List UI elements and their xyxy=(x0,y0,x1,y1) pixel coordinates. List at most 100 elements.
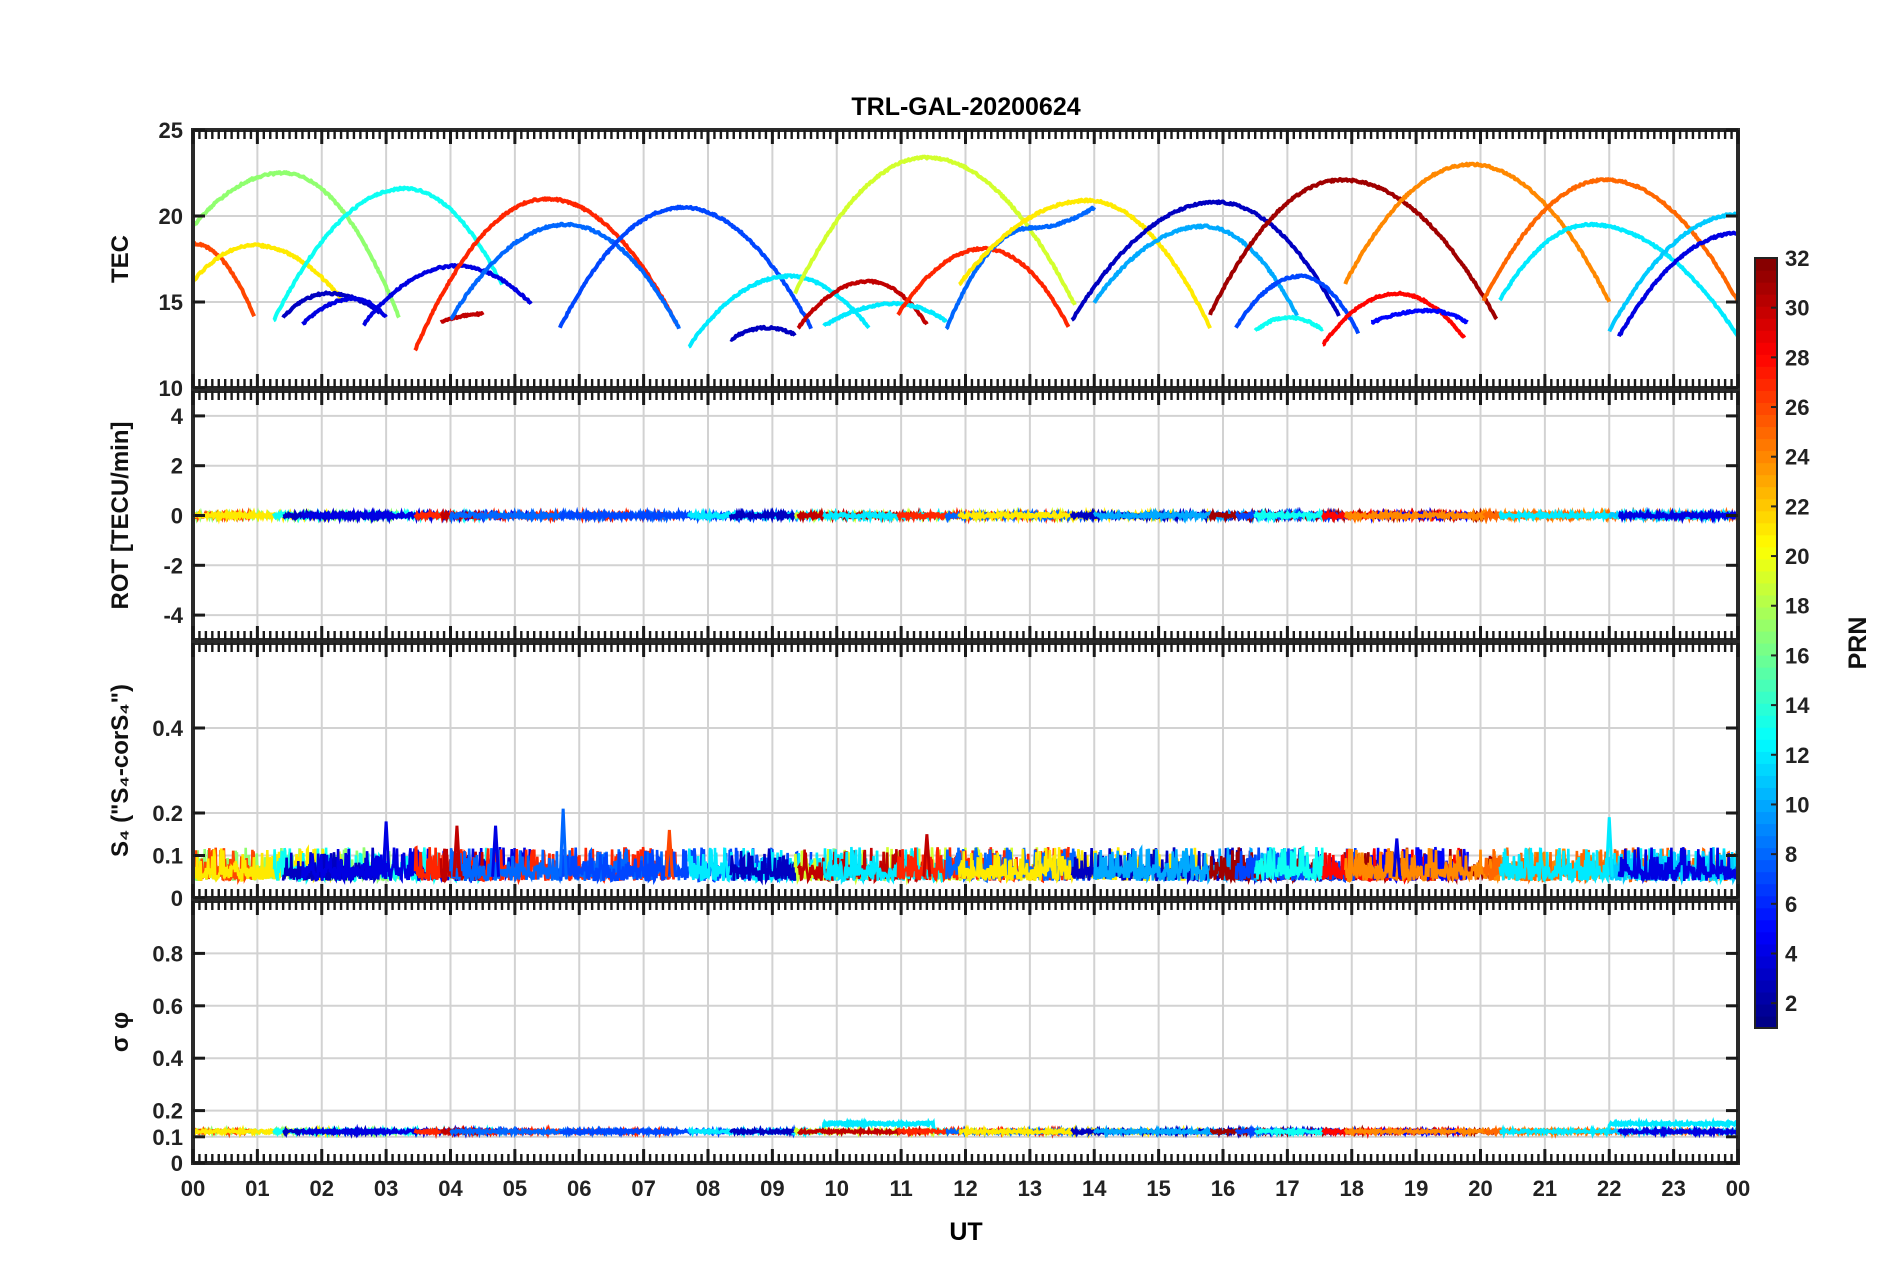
y-tick-label: 0 xyxy=(171,886,183,911)
tec-series-prn-7 xyxy=(558,204,813,330)
colorbar-band xyxy=(1755,967,1777,981)
colorbar-band xyxy=(1755,582,1777,596)
colorbar-tick-label: 20 xyxy=(1785,544,1809,569)
s4-peak xyxy=(1604,817,1614,877)
colorbar-label: PRN xyxy=(1844,617,1872,670)
x-tick-label: 10 xyxy=(825,1176,849,1201)
colorbar-band xyxy=(1755,799,1777,813)
tec-series-prn-5 xyxy=(1370,307,1469,325)
y-tick-label: 15 xyxy=(159,290,183,315)
tec-series-prn-10 xyxy=(1092,223,1299,317)
colorbar-tick-label: 16 xyxy=(1785,643,1809,668)
tec-series-prn-11 xyxy=(1607,211,1738,333)
tec-series-prn-3 xyxy=(729,324,797,342)
x-tick-label: 12 xyxy=(953,1176,977,1201)
sigma-series-prn-4 xyxy=(1617,1124,1738,1139)
chart-title: TRL-GAL-20200624 xyxy=(851,93,1080,121)
x-tick-label: 19 xyxy=(1404,1176,1428,1201)
colorbar-tick-label: 6 xyxy=(1785,892,1797,917)
colorbar-band xyxy=(1755,294,1777,307)
colorbar-band xyxy=(1755,426,1777,440)
s4-series-prn-3 xyxy=(729,848,797,886)
colorbar-band xyxy=(1755,883,1777,897)
y-axis-label: S₄ ("S₄-corS₄") xyxy=(107,684,134,857)
colorbar-tick-label: 4 xyxy=(1785,941,1798,966)
rot-series-prn-3 xyxy=(728,507,796,524)
colorbar-band xyxy=(1755,679,1777,692)
tec-series-prn-7 xyxy=(1234,273,1361,335)
s4-peak xyxy=(922,834,932,877)
y-tick-label: 0.8 xyxy=(152,941,183,966)
y-tick-label: 0.1 xyxy=(152,844,183,869)
colorbar-tick-label: 14 xyxy=(1785,693,1810,718)
y-tick-label: 0.1 xyxy=(152,1125,183,1150)
x-tick-label: 09 xyxy=(760,1176,784,1201)
tec-series-prn-30 xyxy=(796,278,929,330)
y-tick-label: 0.4 xyxy=(152,716,183,741)
colorbar-band xyxy=(1755,318,1777,331)
colorbar-band xyxy=(1755,462,1777,476)
x-tick-label: 03 xyxy=(374,1176,398,1201)
tec-series-prn-21 xyxy=(958,197,1212,330)
tec-series-prn-31 xyxy=(1208,177,1499,321)
colorbar-band xyxy=(1755,859,1777,873)
colorbar-tick-label: 24 xyxy=(1785,445,1810,470)
tec-series-prn-13 xyxy=(1253,314,1324,332)
s4-series-prn-4 xyxy=(1617,847,1738,885)
colorbar-band xyxy=(1755,787,1777,801)
rot-series-prn-4 xyxy=(1617,506,1738,525)
colorbar-band xyxy=(1755,366,1777,379)
colorbar-band xyxy=(1755,534,1777,548)
tec-series-prn-4 xyxy=(362,263,533,327)
y-axis-label: ROT [TECU/min] xyxy=(107,422,134,610)
colorbar-tick-label: 18 xyxy=(1785,594,1809,619)
x-tick-label: 08 xyxy=(696,1176,720,1201)
tec-series-prn-30 xyxy=(439,311,485,324)
x-tick-label: 07 xyxy=(631,1176,655,1201)
colorbar-band xyxy=(1755,895,1777,909)
colorbar-band xyxy=(1755,979,1777,993)
colorbar-band xyxy=(1755,558,1777,572)
colorbar-band xyxy=(1755,643,1777,656)
y-tick-label: 4 xyxy=(171,404,184,429)
colorbar-band xyxy=(1755,510,1777,524)
y-tick-label: 10 xyxy=(159,376,183,401)
colorbar-band xyxy=(1755,751,1777,764)
colorbar-band xyxy=(1755,450,1777,464)
sigma-series-prn-3 xyxy=(729,1125,797,1138)
colorbar-band xyxy=(1755,703,1777,716)
colorbar-band xyxy=(1755,727,1777,740)
colorbar-band xyxy=(1755,835,1777,849)
colorbar-band xyxy=(1755,474,1777,488)
colorbar-band xyxy=(1755,871,1777,885)
colorbar-tick-label: 26 xyxy=(1785,395,1809,420)
x-tick-label: 00 xyxy=(181,1176,205,1201)
colorbar-tick-label: 32 xyxy=(1785,246,1809,271)
colorbar-band xyxy=(1755,955,1777,969)
x-tick-label: 00 xyxy=(1726,1176,1750,1201)
y-tick-label: 25 xyxy=(159,118,183,143)
x-axis: 00 01 02 03 04 05 06 07 08 09 10 11 12 13 14 15 16 17 18 19… xyxy=(181,1176,1750,1201)
colorbar-band xyxy=(1755,991,1777,1005)
colorbar-band xyxy=(1755,498,1777,512)
sigma-bump xyxy=(1608,1119,1738,1128)
x-tick-label: 22 xyxy=(1597,1176,1621,1201)
colorbar-tick-label: 22 xyxy=(1785,494,1809,519)
colorbar-band xyxy=(1755,847,1777,861)
tec-series-prn-3 xyxy=(281,290,381,319)
colorbar-tick-label: 10 xyxy=(1785,792,1809,817)
s4-series-prn-10 xyxy=(1093,844,1298,885)
panel-rot: -4 -2 0 2 4 ROT [TECU/min] xyxy=(107,389,1740,642)
colorbar-band xyxy=(1755,258,1777,271)
colorbar-band xyxy=(1755,354,1777,367)
tec-series-prn-27 xyxy=(413,196,678,352)
colorbar-border xyxy=(1754,257,1778,1029)
sigma-series-prn-13 xyxy=(1254,1126,1325,1138)
y-tick-label: -4 xyxy=(163,603,183,628)
colorbar-band xyxy=(1755,919,1777,933)
tec-series-prn-13 xyxy=(272,185,504,323)
x-tick-label: 05 xyxy=(503,1176,527,1201)
